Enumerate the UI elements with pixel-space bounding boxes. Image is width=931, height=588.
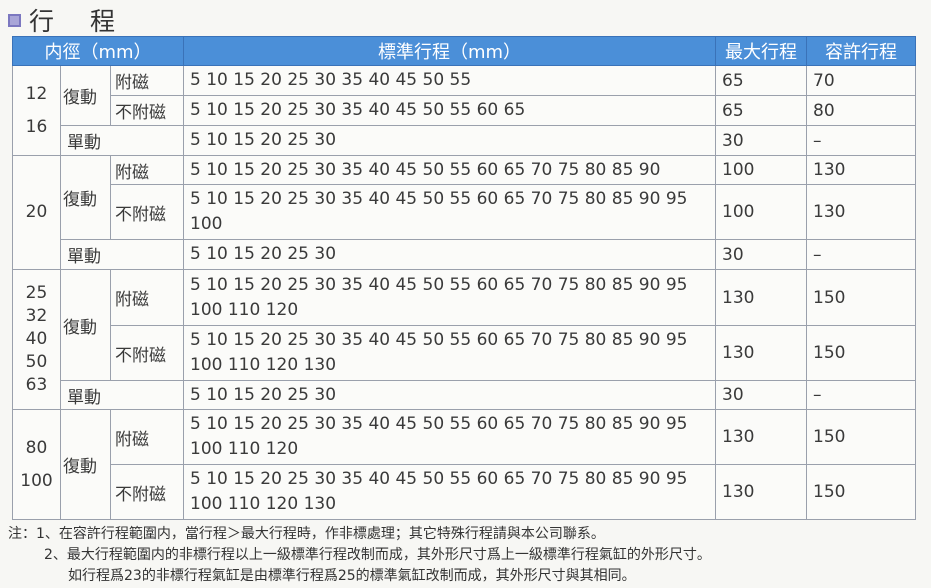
table-row: 12 16 復動 附磁 5 10 15 20 25 30 35 40 45 50 55… <box>12 65 917 156</box>
magnetic-label: 附磁 <box>109 269 185 326</box>
allowed-stroke-cell: 150 <box>806 269 917 326</box>
single-acting-label: 單動 <box>59 125 185 156</box>
allowed-stroke-cell: – <box>806 239 917 270</box>
allowed-stroke-cell: – <box>806 380 917 410</box>
magnetic-label: 附磁 <box>109 65 185 96</box>
non-magnetic-label: 不附磁 <box>109 325 185 381</box>
table-row: 80 100 復動 附磁 5 10 15 20 25 30 35 40 45 50 5… <box>12 409 917 520</box>
bore-cell: 20 <box>12 155 61 270</box>
note-1: 注：1、在容許行程範圍内，當行程＞最大行程時，作非標處理；其它特殊行程請與本公司… <box>8 526 605 542</box>
allowed-stroke-cell: – <box>806 125 917 156</box>
standard-stroke-cell: 5 10 15 20 25 30 <box>183 125 717 156</box>
allowed-stroke-cell: 130 <box>806 155 917 185</box>
notes: 注：1、在容許行程範圍内，當行程＞最大行程時，作非標處理；其它特殊行程請與本公司… <box>8 524 711 587</box>
allowed-stroke-cell: 150 <box>806 325 917 381</box>
non-magnetic-label: 不附磁 <box>109 184 185 240</box>
max-stroke-cell: 30 <box>715 380 808 410</box>
table-row: 不附磁 5 10 15 20 25 30 35 40 45 50 55 60 65… <box>13 95 917 126</box>
note-2-example: 如行程爲23的非標行程氣缸是由標準行程爲25的標準氣缸改制而成，其外形尺寸與其相… <box>68 568 636 584</box>
allowed-stroke-cell: 70 <box>806 65 917 96</box>
standard-stroke-cell: 5 10 15 20 25 30 35 40 45 50 55 60 65 <box>183 95 717 126</box>
header-allowed-stroke: 容許行程 <box>806 36 917 66</box>
double-acting-label: 復動 <box>60 155 111 240</box>
allowed-stroke-cell: 150 <box>806 464 917 520</box>
header-max-stroke: 最大行程 <box>715 36 808 66</box>
header-standard-stroke: 標準行程（mm） <box>183 36 717 66</box>
non-magnetic-label: 不附磁 <box>109 95 185 126</box>
standard-stroke-cell: 5 10 15 20 25 30 35 40 45 50 55 <box>183 65 717 96</box>
allowed-stroke-cell: 80 <box>806 95 917 126</box>
square-bullet-icon <box>8 13 21 27</box>
standard-stroke-cell: 5 10 15 20 25 30 <box>183 239 717 270</box>
standard-stroke-cell: 5 10 15 20 25 30 35 40 45 50 55 60 65 70… <box>183 269 717 326</box>
max-stroke-cell: 130 <box>715 464 808 520</box>
allowed-stroke-cell: 130 <box>806 184 917 240</box>
standard-stroke-cell: 5 10 15 20 25 30 35 40 45 50 55 60 65 70… <box>183 464 717 520</box>
magnetic-label: 附磁 <box>109 155 185 185</box>
table-row: 不附磁 5 10 15 20 25 30 35 40 45 50 55 60 65… <box>13 464 917 520</box>
max-stroke-cell: 30 <box>715 239 808 270</box>
single-acting-label: 單動 <box>59 239 185 270</box>
max-stroke-cell: 100 <box>715 184 808 240</box>
table-row: 單動 5 10 15 20 25 30 30– <box>13 125 917 156</box>
double-acting-label: 復動 <box>60 269 111 381</box>
single-acting-label: 單動 <box>59 380 185 410</box>
standard-stroke-cell: 5 10 15 20 25 30 35 40 45 50 55 60 65 70… <box>183 184 717 240</box>
bore-cell: 25 32 40 50 63 <box>12 269 61 410</box>
standard-stroke-cell: 5 10 15 20 25 30 35 40 45 50 55 60 65 70… <box>183 155 717 185</box>
table-row: 單動 5 10 15 20 25 30 30– <box>13 239 917 270</box>
table-row: 20 復動 附磁 5 10 15 20 25 30 35 40 45 50 55 60… <box>12 155 917 270</box>
table-header: 内徑（mm） 標準行程（mm） 最大行程 容許行程 <box>11 36 917 66</box>
double-acting-label: 復動 <box>60 65 111 126</box>
max-stroke-cell: 65 <box>715 65 808 96</box>
standard-stroke-cell: 5 10 15 20 25 30 35 40 45 50 55 60 65 70… <box>183 409 717 465</box>
bore-cell: 80 100 <box>12 409 61 520</box>
table-row: 不附磁 5 10 15 20 25 30 35 40 45 50 55 60 65… <box>13 325 917 381</box>
bore-cell: 12 16 <box>12 65 61 156</box>
allowed-stroke-cell: 150 <box>806 409 917 465</box>
max-stroke-cell: 130 <box>715 325 808 381</box>
max-stroke-cell: 100 <box>715 155 808 185</box>
table-row: 25 32 40 50 63 復動 附磁 5 10 15 20 25 30 35 40… <box>12 269 917 410</box>
header-bore: 内徑（mm） <box>11 36 185 66</box>
standard-stroke-cell: 5 10 15 20 25 30 <box>183 380 717 410</box>
max-stroke-cell: 130 <box>715 269 808 326</box>
stroke-table: 内徑（mm） 標準行程（mm） 最大行程 容許行程 12 16 復動 附磁 5 10 … <box>11 36 917 520</box>
max-stroke-cell: 130 <box>715 409 808 465</box>
magnetic-label: 附磁 <box>109 409 185 465</box>
max-stroke-cell: 30 <box>715 125 808 156</box>
non-magnetic-label: 不附磁 <box>109 464 185 520</box>
standard-stroke-cell: 5 10 15 20 25 30 35 40 45 50 55 60 65 70… <box>183 325 717 381</box>
note-2: 2、最大行程範圍内的非標行程以上一級標準行程改制而成，其外形尺寸爲上一級標準行程… <box>44 547 711 563</box>
table-row: 單動 5 10 15 20 25 30 30– <box>13 380 917 410</box>
double-acting-label: 復動 <box>60 409 111 520</box>
section-title: 行 程 <box>8 2 129 38</box>
max-stroke-cell: 65 <box>715 95 808 126</box>
table-row: 不附磁 5 10 15 20 25 30 35 40 45 50 55 60 65… <box>13 184 917 240</box>
